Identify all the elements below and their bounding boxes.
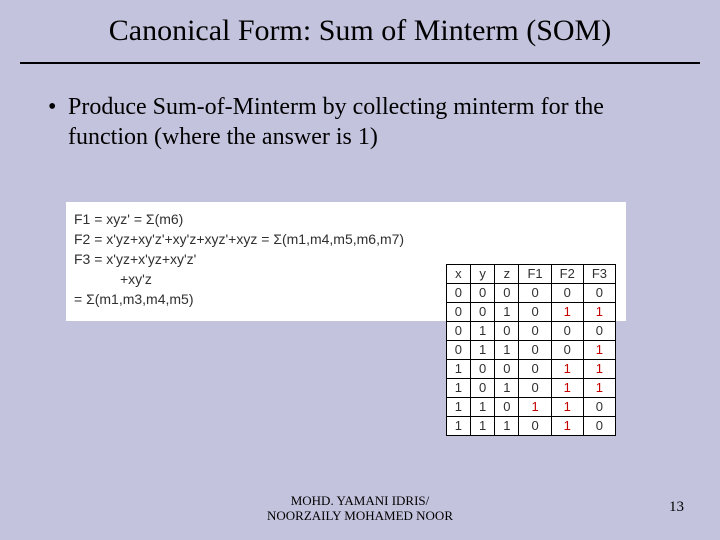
truth-table-body: 0000000010110100000110011000111010111101… bbox=[446, 284, 615, 436]
cell-f1: 0 bbox=[519, 322, 551, 341]
cell-f3: 0 bbox=[583, 322, 615, 341]
cell-y: 0 bbox=[471, 379, 495, 398]
cell-f2: 1 bbox=[551, 360, 583, 379]
col-f2: F2 bbox=[551, 265, 583, 284]
footer-line2: NOORZAILY MOHAMED NOOR bbox=[267, 508, 453, 523]
cell-x: 1 bbox=[446, 417, 470, 436]
cell-x: 1 bbox=[446, 360, 470, 379]
cell-f2: 1 bbox=[551, 417, 583, 436]
cell-f1: 0 bbox=[519, 379, 551, 398]
cell-x: 1 bbox=[446, 379, 470, 398]
cell-f3: 1 bbox=[583, 341, 615, 360]
cell-f2: 0 bbox=[551, 322, 583, 341]
col-x: x bbox=[446, 265, 470, 284]
page-number: 13 bbox=[669, 499, 684, 516]
cell-f2: 1 bbox=[551, 379, 583, 398]
cell-z: 1 bbox=[495, 341, 519, 360]
table-row: 100011 bbox=[446, 360, 615, 379]
cell-f1: 0 bbox=[519, 303, 551, 322]
truth-table-wrap: x y z F1 F2 F3 0000000010110100000110011… bbox=[446, 264, 616, 436]
cell-f1: 0 bbox=[519, 341, 551, 360]
cell-f2: 0 bbox=[551, 341, 583, 360]
footer-line1: MOHD. YAMANI IDRIS/ bbox=[291, 493, 430, 508]
footer-author: MOHD. YAMANI IDRIS/ NOORZAILY MOHAMED NO… bbox=[0, 494, 720, 524]
cell-y: 1 bbox=[471, 322, 495, 341]
cell-x: 1 bbox=[446, 398, 470, 417]
cell-f1: 0 bbox=[519, 284, 551, 303]
cell-f2: 1 bbox=[551, 303, 583, 322]
slide-title: Canonical Form: Sum of Minterm (SOM) bbox=[0, 14, 720, 48]
slide: Canonical Form: Sum of Minterm (SOM) •Pr… bbox=[0, 0, 720, 540]
cell-z: 0 bbox=[495, 398, 519, 417]
cell-f3: 1 bbox=[583, 379, 615, 398]
col-z: z bbox=[495, 265, 519, 284]
cell-f3: 0 bbox=[583, 398, 615, 417]
cell-x: 0 bbox=[446, 303, 470, 322]
table-header-row: x y z F1 F2 F3 bbox=[446, 265, 615, 284]
cell-f3: 1 bbox=[583, 360, 615, 379]
cell-z: 1 bbox=[495, 417, 519, 436]
figure-panel: F1 = xyz' = Σ(m6) F2 = x'yz+xy'z'+xy'z+x… bbox=[66, 202, 626, 321]
bullet-block: •Produce Sum-of-Minterm by collecting mi… bbox=[48, 92, 628, 152]
table-row: 111010 bbox=[446, 417, 615, 436]
title-underline bbox=[20, 62, 700, 64]
cell-f3: 0 bbox=[583, 417, 615, 436]
cell-f1: 0 bbox=[519, 360, 551, 379]
cell-z: 1 bbox=[495, 303, 519, 322]
cell-x: 0 bbox=[446, 322, 470, 341]
cell-y: 1 bbox=[471, 417, 495, 436]
cell-y: 1 bbox=[471, 341, 495, 360]
bullet-dot: • bbox=[48, 92, 68, 122]
cell-z: 0 bbox=[495, 360, 519, 379]
cell-x: 0 bbox=[446, 341, 470, 360]
table-row: 110110 bbox=[446, 398, 615, 417]
eq-f1: F1 = xyz' = Σ(m6) bbox=[74, 211, 618, 227]
col-y: y bbox=[471, 265, 495, 284]
cell-y: 0 bbox=[471, 360, 495, 379]
cell-f1: 1 bbox=[519, 398, 551, 417]
cell-f2: 1 bbox=[551, 398, 583, 417]
col-f3: F3 bbox=[583, 265, 615, 284]
table-row: 001011 bbox=[446, 303, 615, 322]
bullet-text: Produce Sum-of-Minterm by collecting min… bbox=[68, 92, 618, 152]
table-row: 101011 bbox=[446, 379, 615, 398]
cell-z: 0 bbox=[495, 322, 519, 341]
truth-table: x y z F1 F2 F3 0000000010110100000110011… bbox=[446, 264, 616, 436]
cell-y: 0 bbox=[471, 284, 495, 303]
cell-y: 0 bbox=[471, 303, 495, 322]
cell-f3: 1 bbox=[583, 303, 615, 322]
cell-f1: 0 bbox=[519, 417, 551, 436]
cell-f2: 0 bbox=[551, 284, 583, 303]
table-row: 011001 bbox=[446, 341, 615, 360]
cell-z: 0 bbox=[495, 284, 519, 303]
table-row: 010000 bbox=[446, 322, 615, 341]
col-f1: F1 bbox=[519, 265, 551, 284]
cell-z: 1 bbox=[495, 379, 519, 398]
cell-y: 1 bbox=[471, 398, 495, 417]
cell-f3: 0 bbox=[583, 284, 615, 303]
cell-x: 0 bbox=[446, 284, 470, 303]
eq-f2: F2 = x'yz+xy'z'+xy'z+xyz'+xyz = Σ(m1,m4,… bbox=[74, 231, 618, 247]
table-row: 000000 bbox=[446, 284, 615, 303]
